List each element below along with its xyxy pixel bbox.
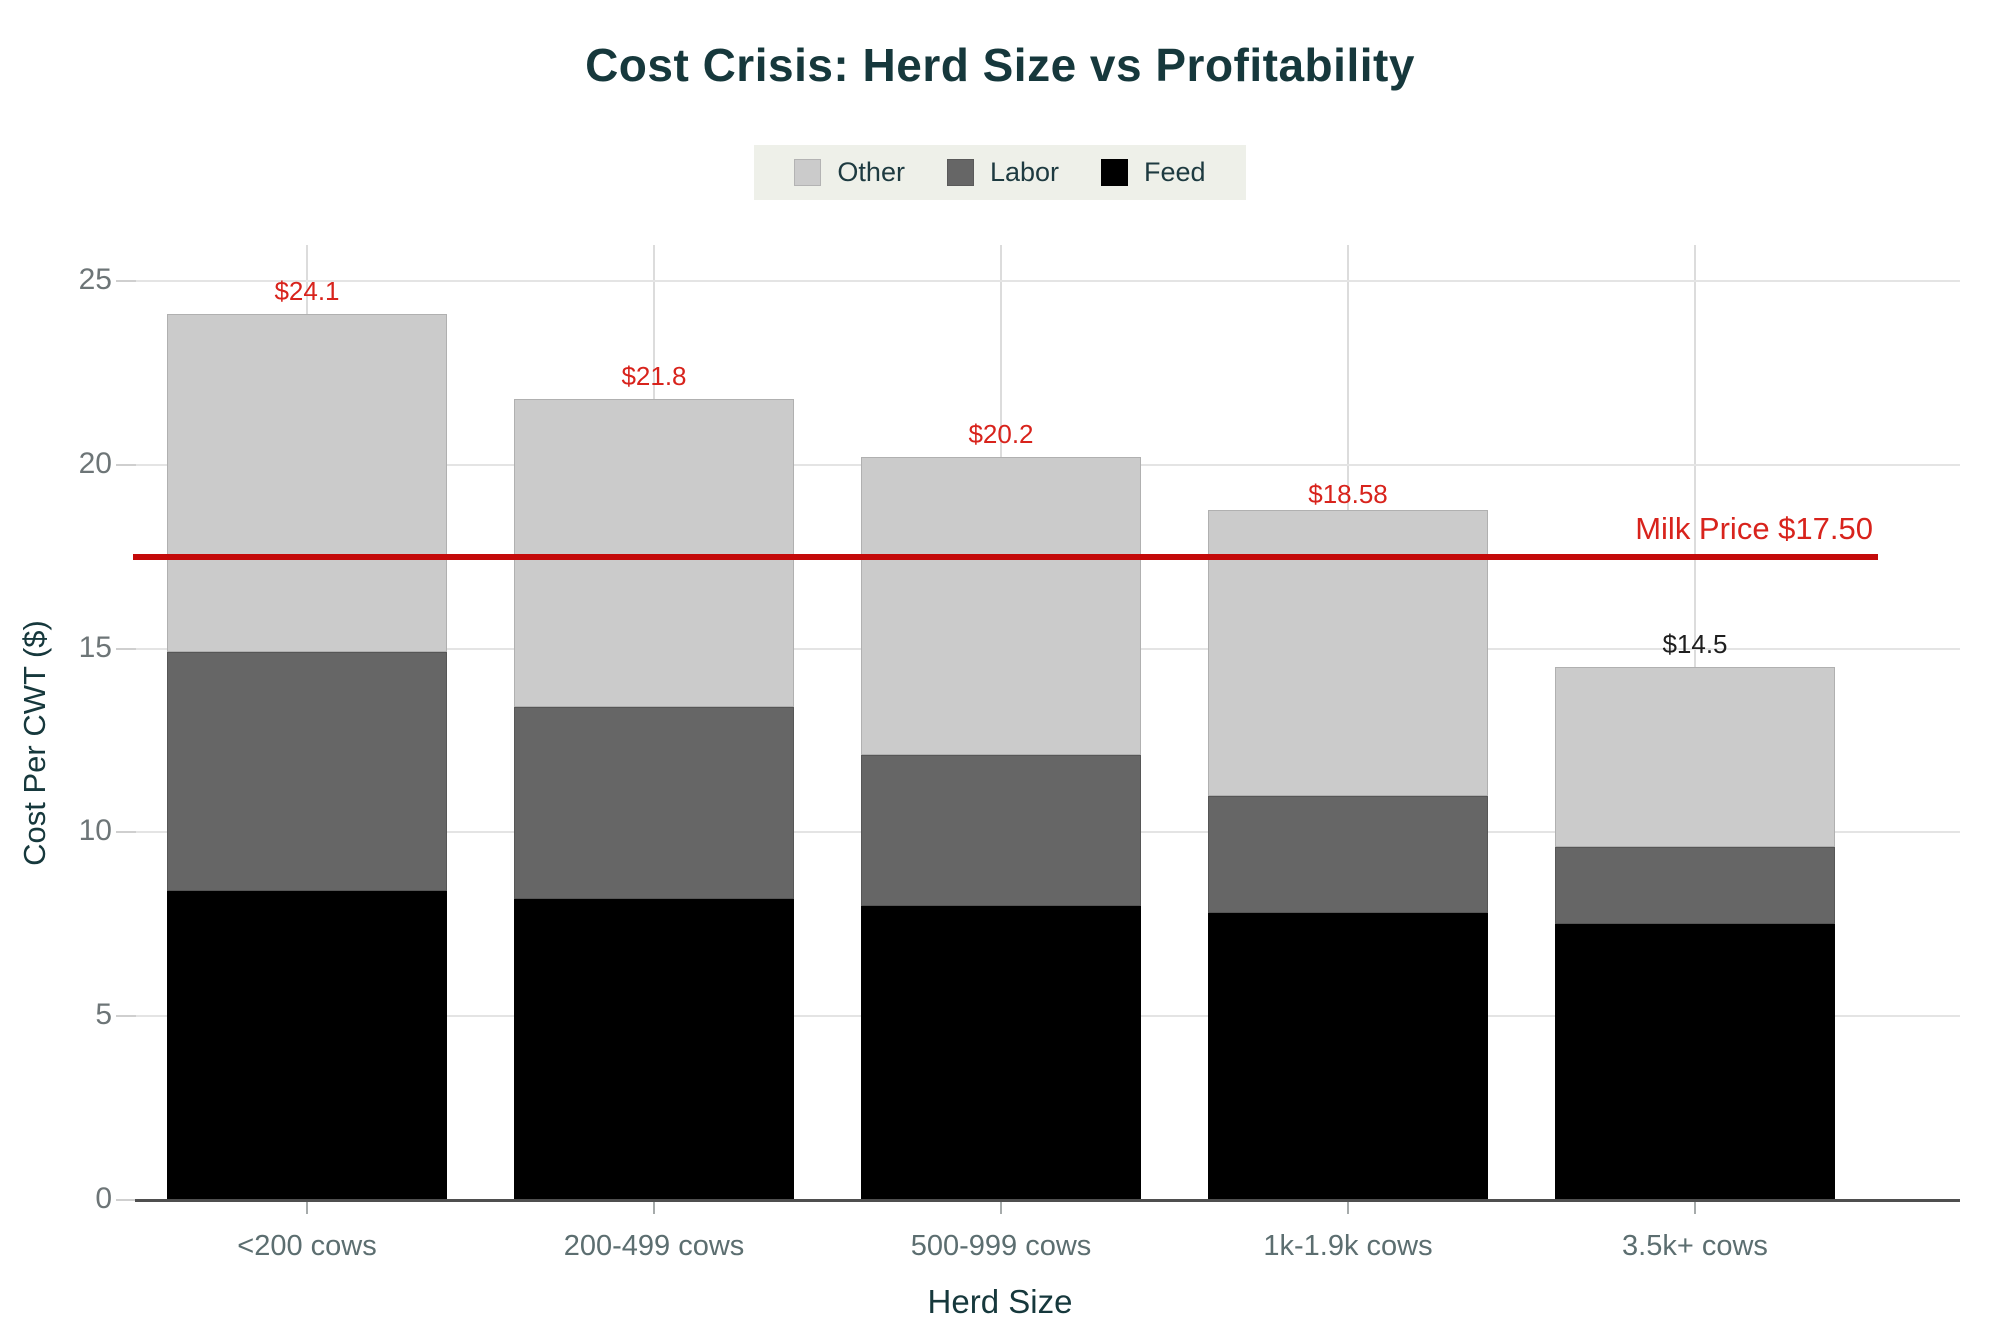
y-tick-mark	[116, 647, 136, 650]
bar-segment-other	[1555, 666, 1835, 848]
y-tick-mark	[116, 1199, 136, 1201]
legend-swatch-labor	[946, 159, 974, 186]
bar-segment-other	[514, 398, 794, 708]
bar-total-label: $18.58	[1308, 478, 1388, 509]
y-tick-label: 10	[78, 814, 112, 848]
bar-segment-labor	[861, 755, 1141, 906]
x-axis-title: Herd Size	[927, 1283, 1073, 1320]
x-tick-mark	[653, 1202, 655, 1214]
x-tick-label: 200-499 cows	[563, 1230, 745, 1262]
bar-total-label: $14.5	[1662, 628, 1728, 659]
y-tick-mark	[116, 280, 136, 282]
milk-price-label: Milk Price $17.50	[1635, 510, 1873, 546]
legend-item-labor[interactable]: Labor	[946, 157, 1060, 188]
x-tick-label: 500-999 cows	[910, 1230, 1092, 1262]
legend-item-other[interactable]: Other	[794, 157, 905, 188]
y-tick-label: 15	[78, 630, 112, 664]
y-tick-mark	[116, 463, 136, 466]
bar-segment-feed	[1555, 924, 1835, 1200]
bar-segment-labor	[1208, 795, 1488, 914]
y-tick-label: 0	[95, 1182, 112, 1215]
x-tick-label: <200 cows	[237, 1230, 377, 1262]
bar-total-label: $20.2	[968, 419, 1034, 450]
milk-price-line	[133, 553, 1878, 560]
y-tick-label: 20	[78, 446, 112, 480]
x-tick-mark	[1694, 1202, 1696, 1214]
bar-total-label: $21.8	[621, 360, 687, 391]
x-tick-label: 1k-1.9k cows	[1263, 1230, 1433, 1262]
bar-segment-labor	[1555, 847, 1835, 925]
chart-title: Cost Crisis: Herd Size vs Profitability	[585, 39, 1415, 91]
bar-segment-feed	[514, 898, 794, 1200]
y-tick-label: 5	[95, 998, 112, 1032]
legend-label: Other	[837, 157, 905, 187]
legend: Other Labor Feed	[0, 145, 2000, 200]
grid-line-horizontal	[135, 280, 1960, 282]
legend-label: Labor	[989, 157, 1060, 187]
x-tick-label: 3.5k+ cows	[1622, 1230, 1768, 1262]
bar-segment-other	[167, 314, 447, 653]
bar-segment-feed	[861, 905, 1141, 1200]
x-tick-mark	[1347, 1202, 1349, 1214]
legend-label: Feed	[1144, 157, 1206, 187]
bar-segment-labor	[514, 707, 794, 899]
bar-segment-other	[1208, 509, 1488, 796]
y-axis-title: Cost Per CWT ($)	[17, 620, 52, 866]
legend-box: Other Labor Feed	[754, 145, 1246, 200]
bar-total-label: $24.1	[274, 276, 340, 307]
x-tick-mark	[1000, 1202, 1002, 1214]
bar-segment-labor	[167, 652, 447, 892]
bar-segment-feed	[1208, 913, 1488, 1200]
bar-segment-feed	[167, 891, 447, 1200]
x-axis-line	[135, 1199, 1960, 1202]
y-tick-mark	[116, 1015, 136, 1018]
legend-item-feed[interactable]: Feed	[1101, 157, 1206, 188]
legend-swatch-other	[794, 159, 822, 186]
legend-swatch-feed	[1101, 159, 1129, 186]
y-tick-label: 25	[78, 263, 112, 296]
y-tick-mark	[116, 831, 136, 834]
x-tick-mark	[306, 1202, 308, 1214]
bar-segment-other	[861, 457, 1141, 756]
